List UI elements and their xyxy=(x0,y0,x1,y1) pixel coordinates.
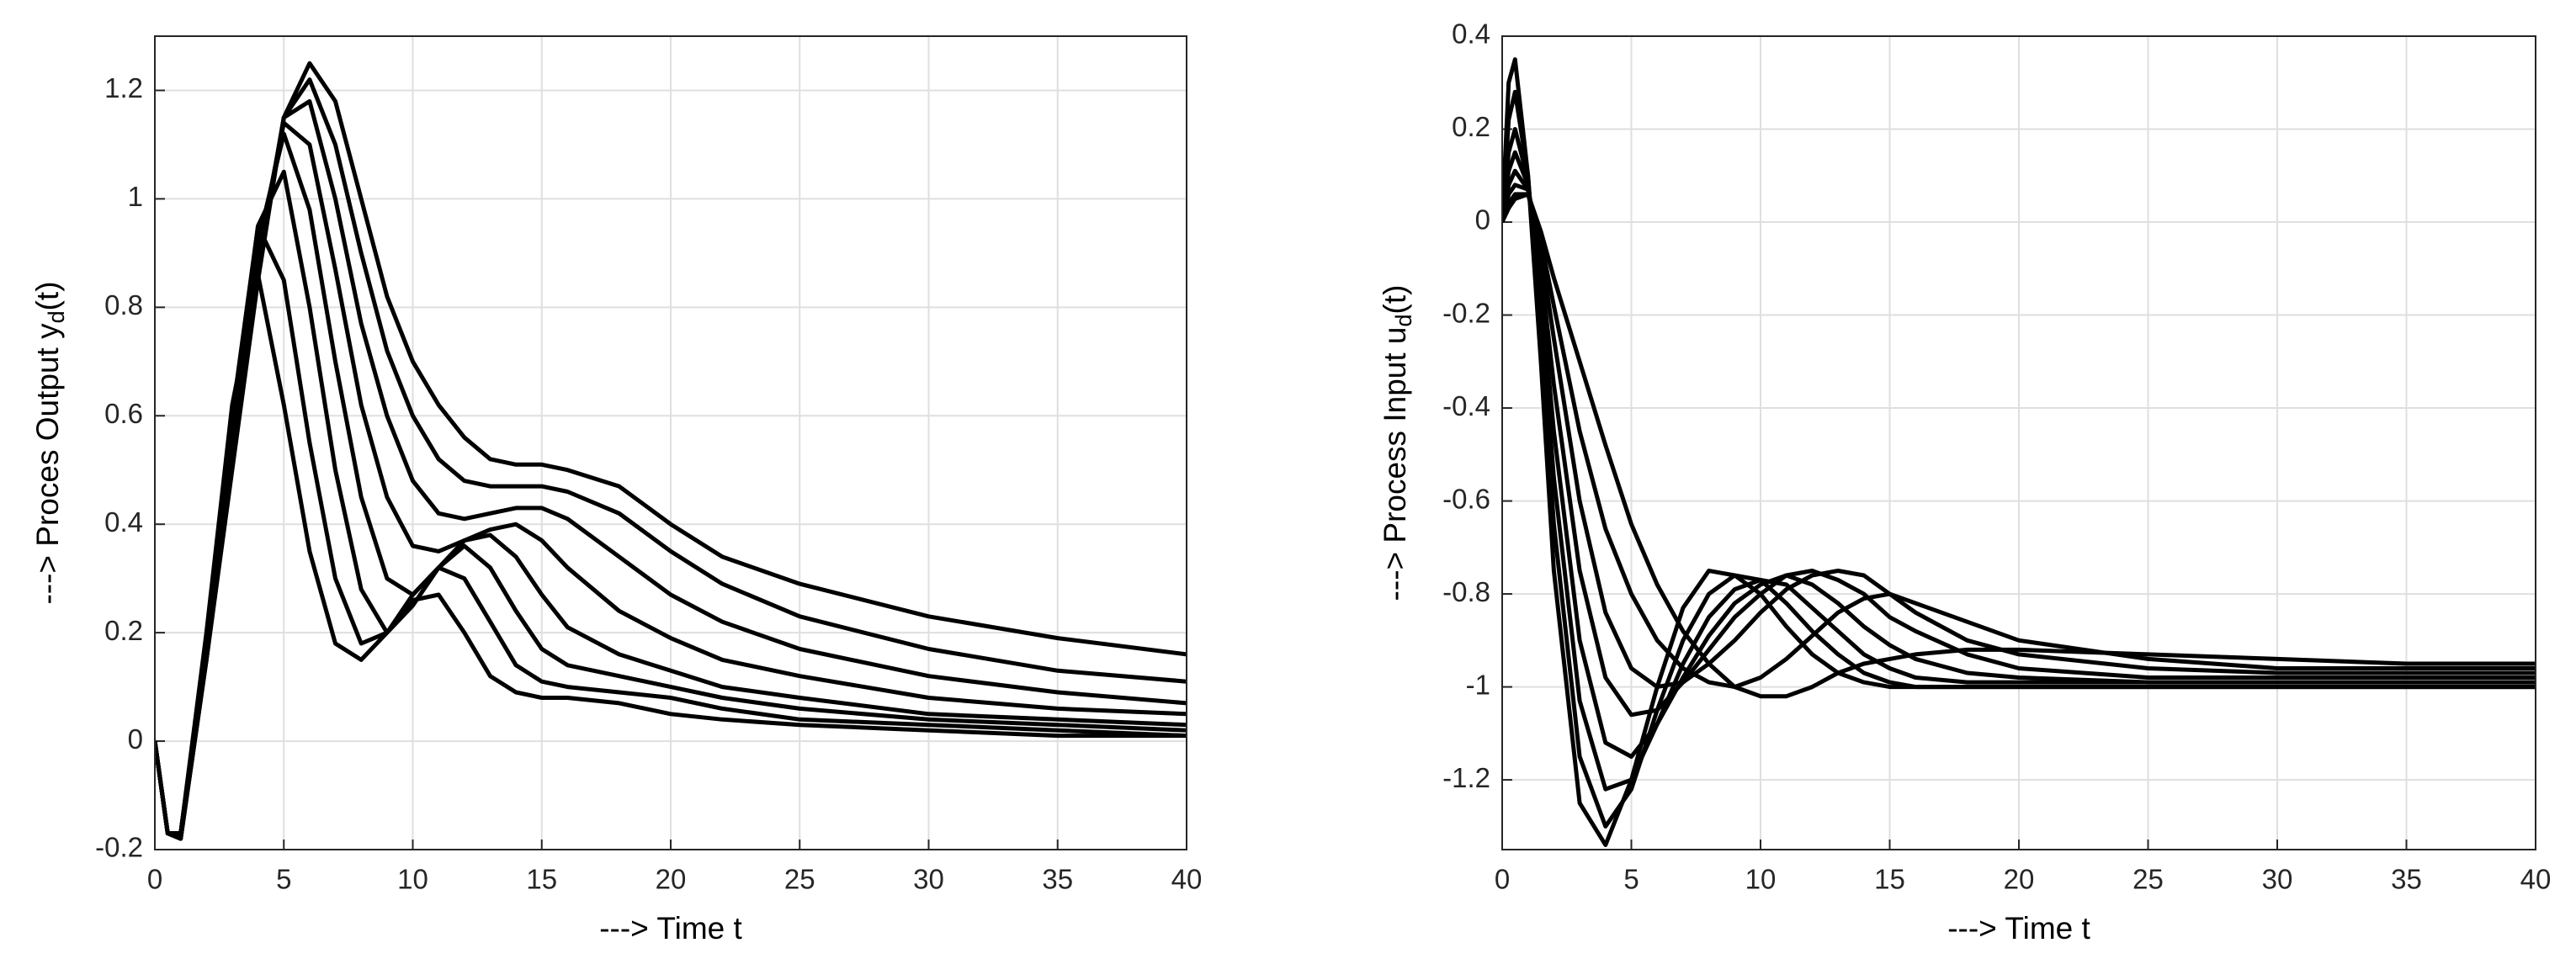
y-axis-label: ---> Process Input ud(t) xyxy=(1378,285,1416,601)
line-series xyxy=(1502,192,2536,699)
x-tick-label: 0 xyxy=(1495,864,1510,895)
line-series xyxy=(1502,192,2536,690)
y-tick-label: 0.8 xyxy=(104,289,143,320)
x-tick-label: 20 xyxy=(656,864,687,895)
y-tick-label: 0.2 xyxy=(1452,111,1490,142)
y-axis-label-part: (t) xyxy=(1378,285,1412,315)
y-tick-label: 0 xyxy=(1475,204,1490,236)
x-tick-label: 5 xyxy=(276,864,291,895)
y-tick-label: -1 xyxy=(1466,669,1490,700)
x-tick-label: 35 xyxy=(2391,864,2422,895)
x-tick-label: 15 xyxy=(526,864,557,895)
y-tick-label: 1.2 xyxy=(104,72,143,103)
line-series xyxy=(1502,127,2536,792)
x-tick-label: 30 xyxy=(913,864,944,895)
x-tick-label: 25 xyxy=(784,864,815,895)
y-tick-label: -0.2 xyxy=(1442,297,1490,328)
x-tick-label: 10 xyxy=(1745,864,1777,895)
y-tick-label: -0.4 xyxy=(1442,390,1490,421)
y-axis-label: ---> Proces Output yd(t) xyxy=(30,281,69,604)
y-axis-label-part: ---> Process Input u xyxy=(1378,327,1412,601)
series-group xyxy=(1502,57,2536,847)
axes-box xyxy=(154,35,1187,850)
y-axis-label-part: ---> Proces Output y xyxy=(30,323,65,605)
subplot: 0 5 10 15 20 25 30 35 40-0.200.20.40.60.811.2---… xyxy=(30,35,1203,945)
y-tick-label: 0.4 xyxy=(104,506,143,538)
y-tick-label: -0.2 xyxy=(95,832,143,863)
y-tick-label: -1.2 xyxy=(1442,762,1490,793)
x-tick-label: 5 xyxy=(1623,864,1639,895)
subplot: 0 5 10 15 20 25 30 35 40 -1.2 -1 -0.8 -0.6 -0.4 -0.2 0 0… xyxy=(1378,19,2552,945)
y-tick-label: -0.8 xyxy=(1442,576,1490,607)
line-series xyxy=(1502,183,2536,690)
x-tick-label: 20 xyxy=(2004,864,2035,895)
x-axis-label: ---> Time t xyxy=(599,911,742,945)
line-series xyxy=(1502,168,2536,718)
line-series xyxy=(1502,89,2536,829)
x-tick-label: 0 xyxy=(147,864,162,895)
y-tick-label: 0 xyxy=(128,723,143,755)
y-axis-label-part: d xyxy=(44,310,69,323)
y-tick-label: 1 xyxy=(128,181,143,212)
y-tick-label: 0.6 xyxy=(104,398,143,429)
axes-box xyxy=(1501,35,2536,850)
y-tick-label: 0.2 xyxy=(104,615,143,646)
series-group xyxy=(155,61,1187,841)
line-series xyxy=(1502,150,2536,759)
x-tick-label: 40 xyxy=(1171,864,1203,895)
x-tick-label: 25 xyxy=(2133,864,2164,895)
y-tick-label: 0.4 xyxy=(1452,19,1490,50)
y-axis-label-part: (t) xyxy=(30,281,65,310)
y-tick-label: -0.6 xyxy=(1442,483,1490,514)
x-tick-label: 30 xyxy=(2262,864,2293,895)
x-tick-label: 15 xyxy=(1874,864,1905,895)
y-axis-label-part: d xyxy=(1391,314,1416,326)
x-axis-label: ---> Time t xyxy=(1947,911,2090,945)
x-tick-label: 40 xyxy=(2520,864,2552,895)
x-tick-label: 10 xyxy=(397,864,428,895)
line-series xyxy=(155,61,1187,841)
x-tick-label: 35 xyxy=(1042,864,1073,895)
